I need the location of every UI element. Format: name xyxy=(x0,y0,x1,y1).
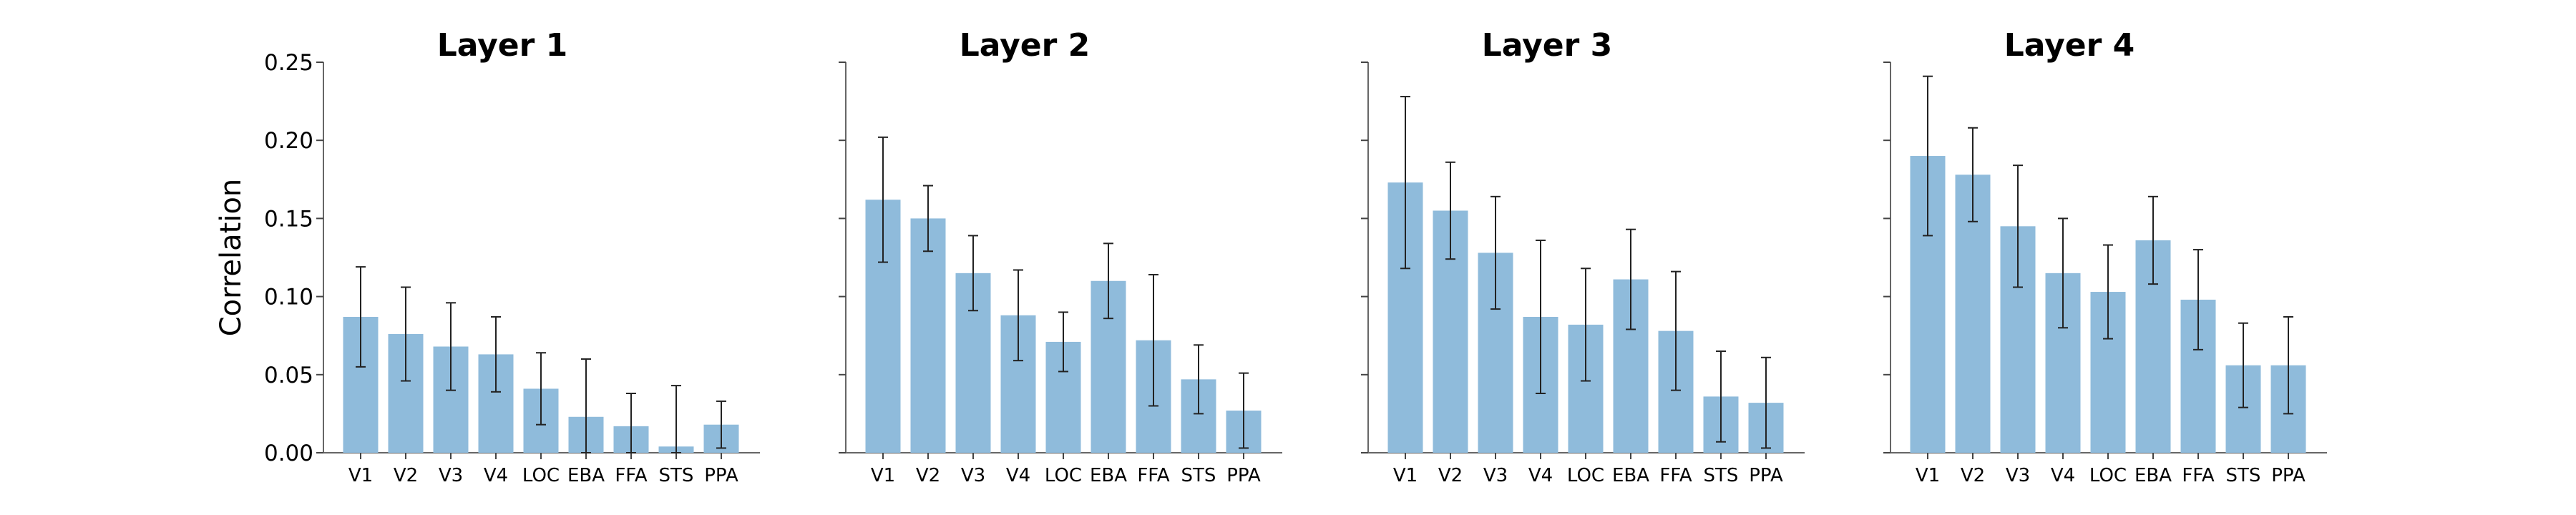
x-tick-label: V3 xyxy=(2006,465,2030,486)
chart-panel-1: Layer 1 Correlation 0.00 0.05 0.10 0.15 0.20 0.… xyxy=(215,27,760,486)
x-tick-label: STS xyxy=(2226,465,2261,486)
x-tick-label: V3 xyxy=(1483,465,1508,486)
x-tick-label: V3 xyxy=(439,465,463,486)
x-tick-label: PPA xyxy=(1226,465,1261,486)
y-tick-label: 0.10 xyxy=(264,285,313,310)
y-tick-label: 0.05 xyxy=(264,363,313,388)
y-tick-label: 0.15 xyxy=(264,206,313,232)
chart-title: Layer 1 xyxy=(437,27,568,64)
x-tick-label: EBA xyxy=(567,465,605,486)
x-tick-label: V1 xyxy=(348,465,373,486)
x-tick-label: STS xyxy=(1704,465,1739,486)
chart-panel-4: Layer 4 V1 V2 V3 V4 LOC EBA FFA STS PPA xyxy=(1883,27,2327,486)
x-tick-label: STS xyxy=(659,465,694,486)
x-tick-label: STS xyxy=(1181,465,1216,486)
x-tick-label: V1 xyxy=(1393,465,1418,486)
chart-panel-3: Layer 3 V1 V2 V3 V4 LOC EBA FFA STS PPA xyxy=(1361,27,1805,486)
x-tick-label: PPA xyxy=(1749,465,1783,486)
y-tick-label: 0.25 xyxy=(264,50,313,76)
x-tick-label: V4 xyxy=(1006,465,1030,486)
chart-title: Layer 2 xyxy=(960,27,1091,64)
x-tick-label: LOC xyxy=(1567,465,1604,486)
x-tick-label: V4 xyxy=(1528,465,1553,486)
x-tick-label: FFA xyxy=(1137,465,1170,486)
x-tick-label: FFA xyxy=(1659,465,1692,486)
bar-v2 xyxy=(910,218,946,453)
x-tick-label: V4 xyxy=(2051,465,2075,486)
x-tick-label: V2 xyxy=(1438,465,1463,486)
x-tick-label: V3 xyxy=(961,465,985,486)
x-tick-label: EBA xyxy=(1612,465,1649,486)
x-tick-label: EBA xyxy=(2135,465,2172,486)
x-tick-label: V2 xyxy=(916,465,940,486)
x-tick-label: V1 xyxy=(871,465,895,486)
x-tick-label: V4 xyxy=(484,465,508,486)
x-tick-label: LOC xyxy=(522,465,560,486)
y-tick-label: 0.20 xyxy=(264,128,313,154)
x-tick-label: FFA xyxy=(2182,465,2215,486)
x-tick-label: LOC xyxy=(1045,465,1082,486)
x-tick-label: V2 xyxy=(1961,465,1985,486)
x-tick-label: PPA xyxy=(2271,465,2306,486)
y-axis-label: Correlation xyxy=(215,179,248,337)
chart-title: Layer 4 xyxy=(2004,27,2135,64)
x-tick-label: LOC xyxy=(2089,465,2127,486)
y-tick-label: 0.00 xyxy=(264,441,313,466)
x-tick-label: V2 xyxy=(394,465,418,486)
x-tick-label: PPA xyxy=(704,465,738,486)
x-tick-label: EBA xyxy=(1090,465,1127,486)
chart-title: Layer 3 xyxy=(1482,27,1613,64)
x-tick-label: V1 xyxy=(1916,465,1940,486)
x-tick-label: FFA xyxy=(615,465,648,486)
chart-panel-2: Layer 2 V1 V2 V3 V4 LOC EBA FFA STS PPA xyxy=(839,27,1282,486)
